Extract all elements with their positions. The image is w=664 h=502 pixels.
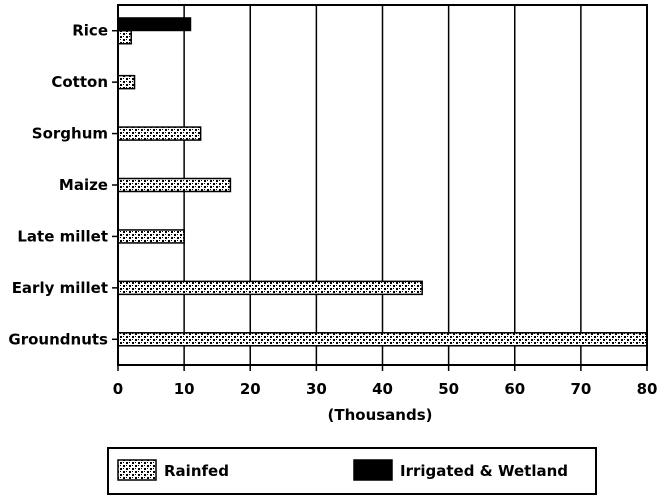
category-label: Rice [72,22,108,40]
bar-rainfed-cotton [117,74,136,90]
x-tick-labels: 0 10 20 30 40 50 60 70 80 [113,380,658,398]
bar-rainfed-late-millet [117,229,185,244]
category-label: Maize [59,176,108,194]
legend-swatch-rainfed [117,459,157,481]
x-axis-title: (Thousands) [328,406,433,424]
category-label: Sorghum [32,125,108,143]
legend-label-irrigated: Irrigated & Wetland [400,462,568,480]
bar-rainfed-groundnuts [117,332,648,347]
legend: Rainfed Irrigated & Wetland [107,447,597,495]
bar-rainfed-maize [117,177,232,193]
category-label: Early millet [12,279,108,297]
x-tick-label: 10 [174,380,195,398]
x-tick-label: 20 [240,380,261,398]
category-label: Late millet [17,227,108,245]
x-tick-label: 60 [504,380,525,398]
x-tick-label: 40 [372,380,393,398]
legend-label-rainfed: Rainfed [164,462,229,480]
category-labels: Rice Cotton Sorghum Maize Late millet Early m… [8,22,118,348]
x-tick-label: 80 [637,380,658,398]
x-tick-label: 30 [306,380,327,398]
grid-lines [117,5,648,371]
x-tick-label: 70 [570,380,591,398]
x-tick-label: 0 [113,380,123,398]
bar-irrigated-rice [117,17,192,32]
x-tick-label: 50 [438,380,459,398]
legend-swatch-irrigated [353,459,393,481]
plot-frame [117,4,648,366]
category-label: Groundnuts [8,330,108,348]
bar-rainfed-early-millet [117,280,423,296]
category-label: Cotton [51,73,108,91]
bar-rainfed-sorghum [117,126,202,141]
bar-rainfed-rice [117,29,132,45]
legend-box [107,447,597,495]
